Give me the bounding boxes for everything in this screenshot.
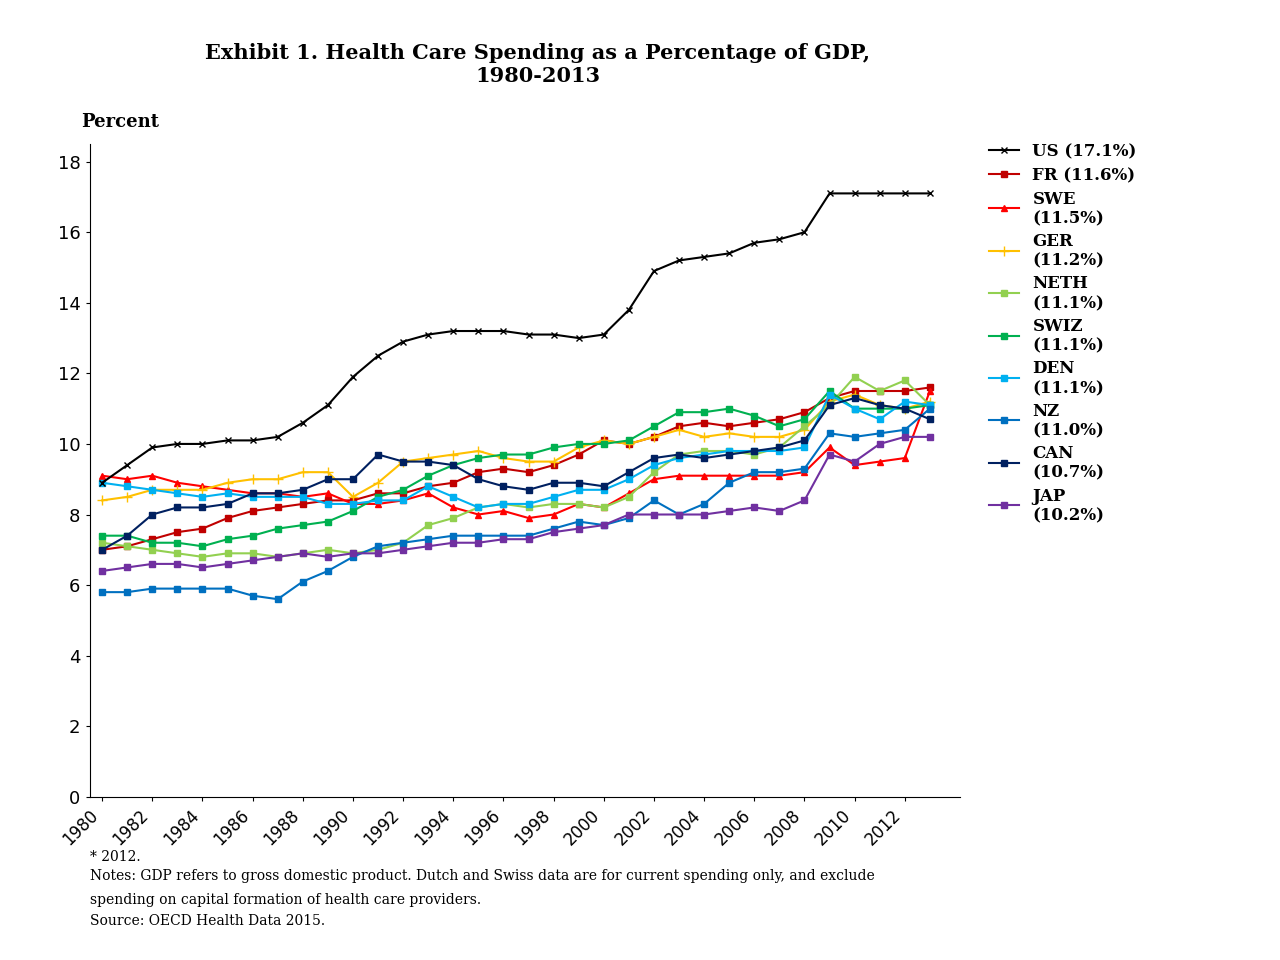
Text: Percent: Percent	[81, 113, 159, 131]
Text: spending on capital formation of health care providers.: spending on capital formation of health …	[90, 893, 481, 907]
Text: Source: OECD Health Data 2015.: Source: OECD Health Data 2015.	[90, 914, 325, 928]
Legend: US (17.1%), FR (11.6%), SWE
(11.5%), GER
(11.2%), NETH
(11.1%), SWIZ
(11.1%), DE: US (17.1%), FR (11.6%), SWE (11.5%), GER…	[986, 139, 1140, 528]
Text: Notes: GDP refers to gross domestic product. Dutch and Swiss data are for curren: Notes: GDP refers to gross domestic prod…	[90, 869, 874, 883]
Text: Exhibit 1. Health Care Spending as a Percentage of GDP,
1980-2013: Exhibit 1. Health Care Spending as a Per…	[205, 43, 870, 86]
Text: * 2012.: * 2012.	[90, 850, 141, 864]
